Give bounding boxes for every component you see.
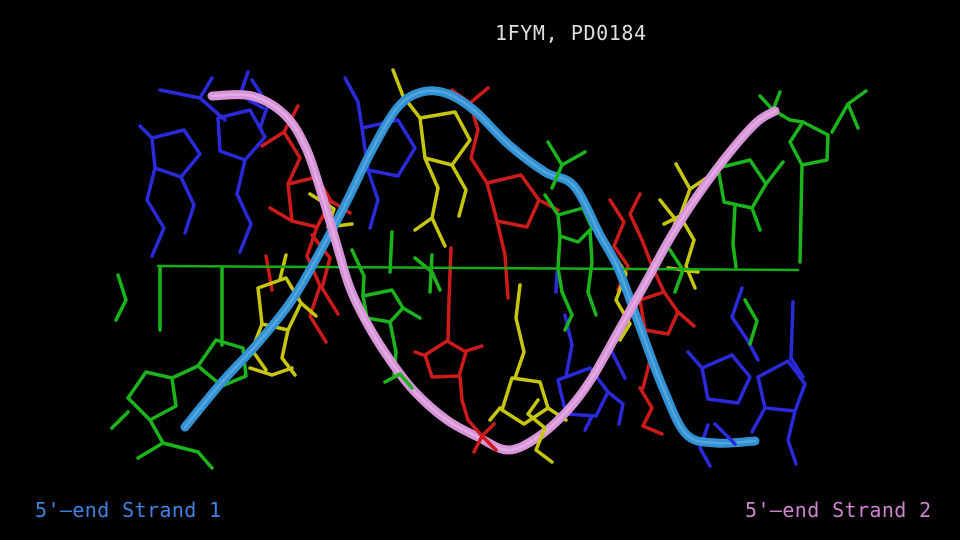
strand2-label: 5'—end Strand 2 <box>745 498 932 522</box>
nucleotide-stick-blue <box>713 422 737 446</box>
nucleotide-stick-blue <box>686 350 704 370</box>
nucleotide-stick-yellow <box>391 68 422 120</box>
nucleotide-stick-blue <box>750 406 767 434</box>
nucleotide-stick-green <box>560 150 587 167</box>
nucleotide-stick-red <box>413 350 428 358</box>
nucleotide-stick-green <box>586 290 598 317</box>
nucleotide-stick-red <box>468 101 489 185</box>
nucleotide-stick-green <box>556 206 594 244</box>
nucleotide-stick-red <box>423 339 468 379</box>
nucleotide-stick-green <box>846 89 868 106</box>
nucleotide-stick-green <box>126 370 178 422</box>
nucleotide-stick-red <box>495 219 510 300</box>
nucleotide-stick-blue <box>158 76 214 100</box>
nucleotide-stick-green <box>114 273 128 322</box>
nucleotide-stick-blue <box>789 300 795 360</box>
nucleotide-stick-green <box>830 102 850 134</box>
nucleotide-stick-blue <box>235 158 253 254</box>
nucleotide-stick-green <box>136 441 165 460</box>
nucleotide-stick-red <box>485 173 541 229</box>
nucleotide-stick-green <box>383 372 414 390</box>
strand-2-backbone-ribbon-highlight <box>210 93 777 452</box>
nucleotide-stick-green <box>764 160 785 186</box>
nucleotide-stick-blue <box>700 353 752 405</box>
nucleotide-stick-green <box>170 364 200 380</box>
nucleotide-stick-blue <box>145 166 166 258</box>
nucleotide-stick-blue <box>216 108 267 162</box>
nucleotide-stick-red <box>268 206 294 223</box>
strand-1-backbone-ribbon-highlight <box>183 89 757 445</box>
nucleotide-stick-yellow <box>413 216 434 232</box>
structure-title: 1FYM, PD0184 <box>495 21 647 45</box>
nucleotide-stick-blue <box>610 350 627 380</box>
nucleotide-stick-blue <box>606 390 625 426</box>
nucleotide-stick-yellow <box>450 163 468 218</box>
nucleotide-stick-green <box>361 288 405 324</box>
nucleotide-stick-green <box>743 298 759 346</box>
nucleotide-stick-red <box>446 246 453 342</box>
nucleotide-stick-yellow <box>526 398 554 464</box>
strand-1-backbone-ribbon <box>180 86 760 448</box>
nucleotide-stick-green <box>543 193 560 217</box>
nucleotide-stick-green <box>196 450 214 470</box>
nucleotide-stick-green <box>556 234 564 294</box>
nucleotide-stick-blue <box>583 414 594 432</box>
nucleotide-stick-yellow <box>684 238 697 290</box>
nucleotide-stick-yellow <box>418 110 472 167</box>
front-sticks-layer <box>383 140 737 464</box>
nucleotide-stick-red <box>480 422 498 452</box>
nucleotide-stick-yellow <box>248 366 294 377</box>
nucleotide-stick-green <box>413 256 442 292</box>
nucleotide-stick-yellow <box>488 406 502 422</box>
nucleotide-stick-red <box>305 225 328 344</box>
nucleotide-stick-blue <box>730 286 750 343</box>
nucleotide-stick-blue <box>698 423 712 468</box>
nucleotide-stick-blue <box>150 128 202 179</box>
nucleotide-stick-green <box>401 306 422 320</box>
nucleotide-stick-green <box>560 290 574 332</box>
nucleotide-stick-green <box>428 253 434 294</box>
nucleotide-stick-red <box>676 310 696 328</box>
helix-axis-line <box>156 264 800 272</box>
nucleotide-stick-green <box>668 248 685 294</box>
strand1-label: 5'—end Strand 1 <box>35 498 222 522</box>
nucleotide-stick-blue <box>789 356 805 379</box>
nucleotide-stick-red <box>464 344 484 353</box>
nucleotide-stick-yellow <box>500 376 550 426</box>
nucleotide-stick-yellow <box>299 301 318 318</box>
nucleotide-stick-green <box>731 203 738 269</box>
nucleotide-stick-yellow <box>513 283 526 380</box>
nucleotide-stick-red <box>641 406 654 428</box>
nucleotide-stick-blue <box>786 409 798 466</box>
helix-axis-layer <box>156 264 800 272</box>
backbone-ribbons-layer <box>180 86 780 455</box>
nucleotide-stick-green <box>750 206 762 232</box>
nucleotide-stick-green <box>788 120 830 167</box>
nucleotide-stick-yellow <box>674 162 696 242</box>
nucleotide-stick-blue <box>343 76 364 130</box>
nucleotide-stick-green <box>110 410 130 430</box>
nucleotide-stick-green <box>716 158 768 210</box>
nucleotide-stick-red <box>260 130 286 148</box>
nucleotide-stick-yellow <box>662 214 682 226</box>
nucleotide-stick-blue <box>366 168 380 230</box>
nucleotide-stick-green <box>350 248 366 298</box>
nucleotide-stick-green <box>388 230 394 274</box>
nucleotide-stick-blue <box>179 175 196 235</box>
nucleotide-stick-red <box>638 290 680 336</box>
strand-2-backbone-ribbon <box>207 90 780 455</box>
nucleotide-stick-green <box>846 102 860 130</box>
nucleotide-stick-blue <box>138 124 154 140</box>
nucleotide-stick-yellow <box>423 156 447 248</box>
nucleotide-stick-blue <box>198 96 227 122</box>
nucleotide-stick-red <box>628 192 644 242</box>
nucleotide-stick-blue <box>554 270 559 294</box>
nucleotide-stick-green <box>586 228 594 294</box>
nucleotide-stick-blue <box>756 359 807 413</box>
nucleotide-stick-red <box>458 375 470 422</box>
nucleotide-stick-green <box>798 163 804 264</box>
